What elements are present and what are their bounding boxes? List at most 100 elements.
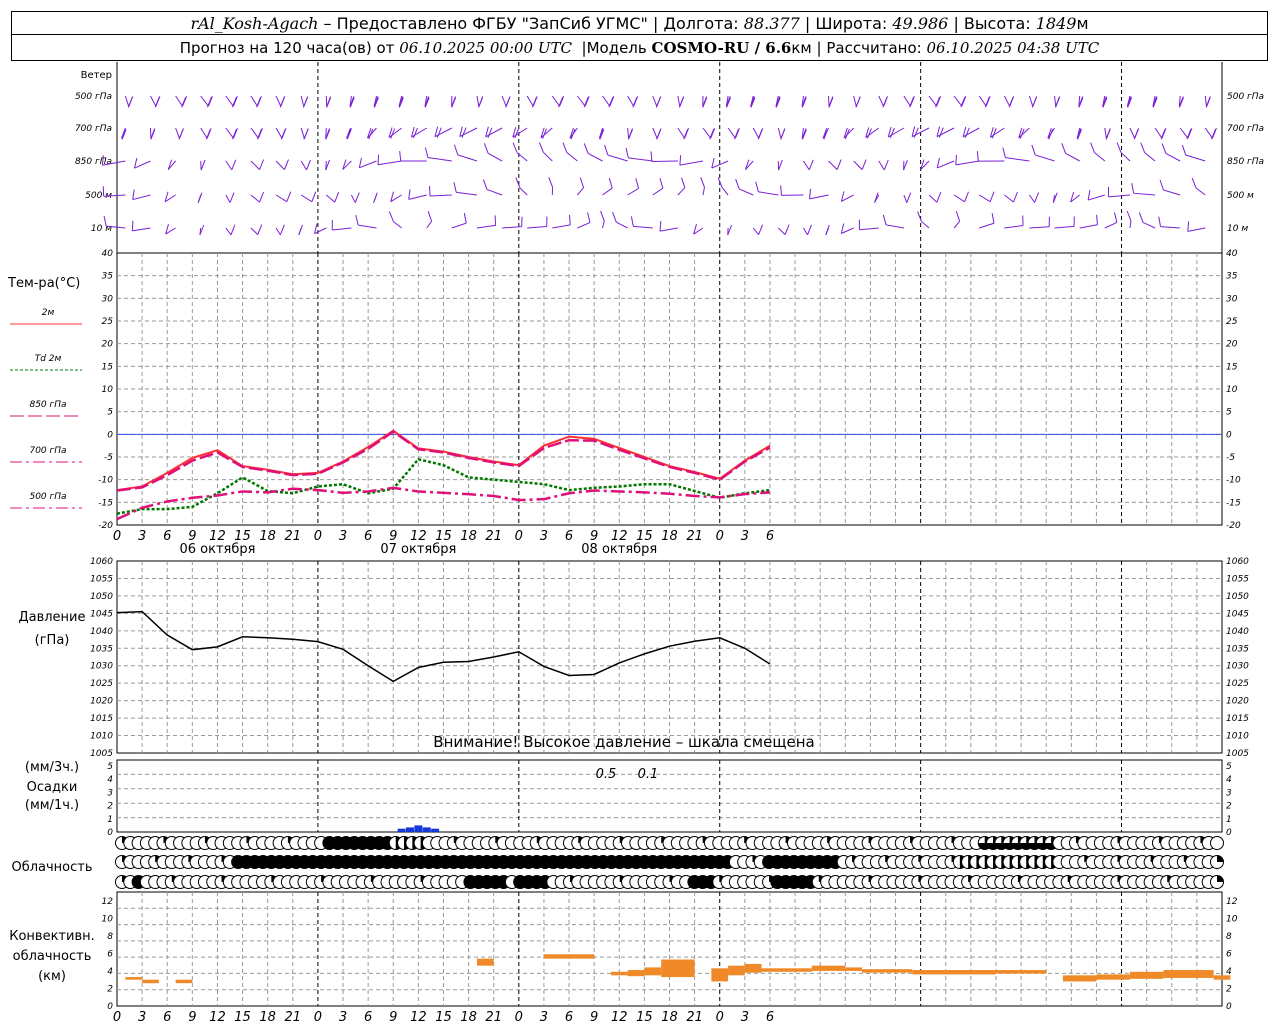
wind-barb-flag: [436, 127, 442, 138]
x-tick-label: 6: [766, 529, 774, 544]
y-tick-label-left: 30: [102, 294, 114, 304]
y-tick-label-left: 3: [107, 788, 113, 798]
wind-barb: [367, 127, 377, 139]
wind-barb: [602, 220, 605, 229]
wind-barb: [200, 127, 208, 139]
wind-barb-flag: [1087, 189, 1091, 201]
wind-barb-flag: [609, 95, 615, 107]
wind-barb-flag: [178, 129, 184, 140]
day-label: 07 октября: [380, 542, 456, 557]
wind-barb-flag: [205, 129, 211, 140]
wind-barb: [225, 127, 234, 139]
x-tick-label: 3: [138, 1010, 146, 1024]
x-tick-label: 18: [259, 1010, 276, 1024]
precip-bar: [405, 827, 414, 832]
wind-barb-flag: [1102, 97, 1108, 108]
wind-barb: [978, 194, 991, 203]
day-label: 06 октября: [179, 542, 255, 557]
wind-barb-flag: [562, 142, 568, 153]
convective-cloud-bar: [744, 963, 762, 973]
wind-barb-flag: [964, 127, 970, 139]
wind-barb-flag: [1055, 97, 1061, 108]
x-tick-label: 18: [460, 1010, 477, 1024]
wind-barb: [1187, 227, 1206, 232]
wind-barb-flag: [150, 129, 156, 140]
y-tick-label-left: 0: [107, 1002, 113, 1012]
wind-barb-flag: [1205, 97, 1211, 108]
wind-barb-flag: [758, 224, 764, 235]
y-tick-label-right: 8: [1226, 932, 1232, 942]
conv-title-1: Конвективн.: [9, 929, 95, 944]
wind-barb-flag: [655, 97, 661, 108]
wind-barb: [627, 187, 639, 196]
wind-barb-flag: [349, 97, 355, 108]
wind-barb: [677, 187, 686, 196]
y-tick-label-left: -5: [104, 453, 113, 463]
wind-barb: [978, 95, 987, 107]
wind-level-label-left: 700 гПа: [75, 124, 112, 134]
y-tick-label-right: 0: [1226, 430, 1232, 440]
wind-barb: [627, 95, 635, 107]
wind-barb-flag: [367, 127, 372, 139]
forecast-header: Прогноз на 120 часа(ов) от 06.10.2025 00…: [11, 34, 1268, 61]
wind-barb-flag: [410, 126, 415, 138]
y-tick-label-left: 1030: [90, 662, 113, 672]
wind-barb: [551, 95, 561, 107]
wind-barb: [577, 187, 584, 196]
wind-barb: [1108, 194, 1130, 198]
wind-barb-flag: [334, 191, 340, 203]
convective-cloud-bar: [811, 965, 846, 971]
convective-cloud-bar: [728, 965, 745, 976]
wind-barb-flag: [750, 96, 755, 107]
wind-barb-flag: [955, 154, 957, 165]
wind-barb: [1165, 152, 1181, 162]
wind-barb-flag: [936, 157, 940, 169]
cloudiness-panel: Облачность: [11, 836, 1224, 889]
x-tick-label: 21: [686, 529, 703, 544]
y-tick-label-left: 5: [107, 408, 113, 418]
wind-barb: [486, 188, 503, 196]
y-tick-label-left: 1020: [90, 697, 113, 707]
y-tick-label-right: 15: [1226, 362, 1238, 372]
wind-barb-flag: [342, 159, 347, 170]
wind-barb: [300, 127, 305, 139]
precip-bar: [431, 828, 440, 832]
wind-barb: [106, 225, 126, 229]
y-tick-label-right: 1: [1226, 815, 1232, 825]
wind-barb: [1054, 95, 1057, 107]
wind-barb: [275, 127, 283, 139]
wind-barb-flag: [1179, 97, 1184, 108]
wind-barb-flag: [656, 129, 662, 140]
y-tick-label-right: 1035: [1226, 644, 1249, 654]
wind-barb-flag: [683, 129, 689, 140]
x-tick-label: 9: [389, 1010, 397, 1024]
panel-frame: [116, 759, 1223, 833]
wind-barb-flag: [1186, 128, 1192, 140]
wind-barb: [1195, 187, 1206, 196]
wind-barb-flag: [1105, 129, 1111, 140]
wind-barb-flag: [326, 97, 332, 108]
conv-title-2: облачность: [13, 949, 92, 964]
x-tick-label: 15: [234, 529, 251, 544]
convective-cloud-bar: [476, 958, 494, 966]
wind-barb-flag: [233, 127, 238, 139]
wind-barb-flag: [935, 96, 941, 108]
wind-barb-flag: [936, 126, 941, 137]
wind-barb-flag: [710, 127, 716, 139]
wind-barb-flag: [825, 224, 830, 236]
convective-cloud-bar: [711, 968, 729, 982]
wind-barb-flag: [349, 96, 355, 107]
y-tick-label-left: 35: [102, 272, 114, 282]
wind-barb: [652, 187, 664, 196]
y-tick-label-right: -10: [1226, 476, 1241, 486]
x-tick-label: 3: [741, 1010, 749, 1024]
cloud-title: Облачность: [11, 860, 92, 875]
wind-barb: [953, 95, 963, 107]
wind-barb-flag: [1018, 127, 1023, 138]
wind-barb-flag: [346, 129, 352, 140]
wind-barb-flag: [1002, 147, 1006, 158]
wind-barb-flag: [197, 192, 203, 203]
x-tick-label: 6: [364, 1010, 372, 1024]
